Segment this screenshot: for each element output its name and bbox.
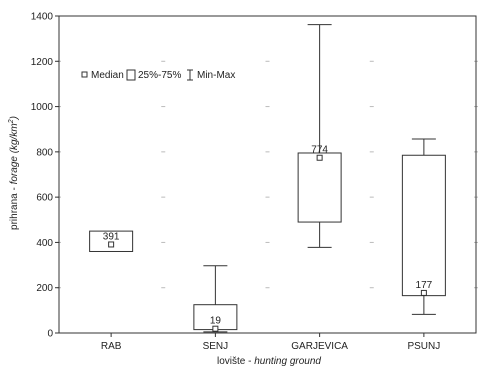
legend-box-marker — [126, 69, 136, 81]
box-senj: 19 — [193, 265, 238, 333]
y-tick-label: 0 — [47, 329, 53, 340]
legend-whisker-label: Min-Max — [197, 70, 235, 81]
box-iqr — [193, 304, 238, 331]
x-tick-label: GARJEVICA — [291, 341, 348, 352]
y-axis-title: prihrana - forage (kg/km2) — [8, 116, 20, 230]
x-axis: RAB SENJ GARJEVICA PSUNJ — [101, 333, 440, 352]
median-marker — [212, 325, 219, 332]
box-psunj: 177 — [401, 138, 446, 315]
y-tick-label: 1200 — [31, 57, 54, 68]
median-marker — [108, 241, 115, 248]
y-tick-label: 1400 — [31, 12, 54, 23]
plot-frame — [58, 15, 477, 334]
legend-whisker-marker — [187, 69, 193, 81]
x-axis-title: lovište - hunting ground — [217, 356, 321, 367]
box-rab: 391 — [89, 230, 134, 252]
y-tick-label: 600 — [36, 193, 53, 204]
legend-median-marker — [81, 71, 88, 78]
median-label: 177 — [416, 280, 433, 291]
box-iqr — [89, 230, 134, 252]
x-tick-label: SENJ — [203, 341, 229, 352]
box-iqr — [401, 154, 446, 297]
y-tick-label: 200 — [36, 283, 53, 294]
box-iqr — [297, 152, 342, 223]
median-label: 391 — [103, 231, 120, 242]
median-label: 19 — [210, 316, 222, 327]
box-plot-series: 391 19 774 177 — [89, 24, 446, 333]
y-tick-label: 400 — [36, 238, 53, 249]
median-marker — [420, 289, 427, 296]
y-tick-label: 800 — [36, 147, 53, 158]
y-axis: 0 200 400 600 800 1000 1200 1400 — [31, 12, 59, 340]
median-label: 774 — [311, 145, 328, 156]
median-marker — [316, 154, 323, 161]
legend: Median 25%-75% Min-Max — [81, 69, 235, 81]
y-tick-label: 1000 — [31, 102, 54, 113]
legend-median-label: Median — [91, 70, 124, 81]
x-tick-label: PSUNJ — [407, 341, 440, 352]
box-garjevica: 774 — [297, 24, 342, 248]
x-tick-label: RAB — [101, 341, 122, 352]
legend-box-label: 25%-75% — [138, 70, 181, 81]
